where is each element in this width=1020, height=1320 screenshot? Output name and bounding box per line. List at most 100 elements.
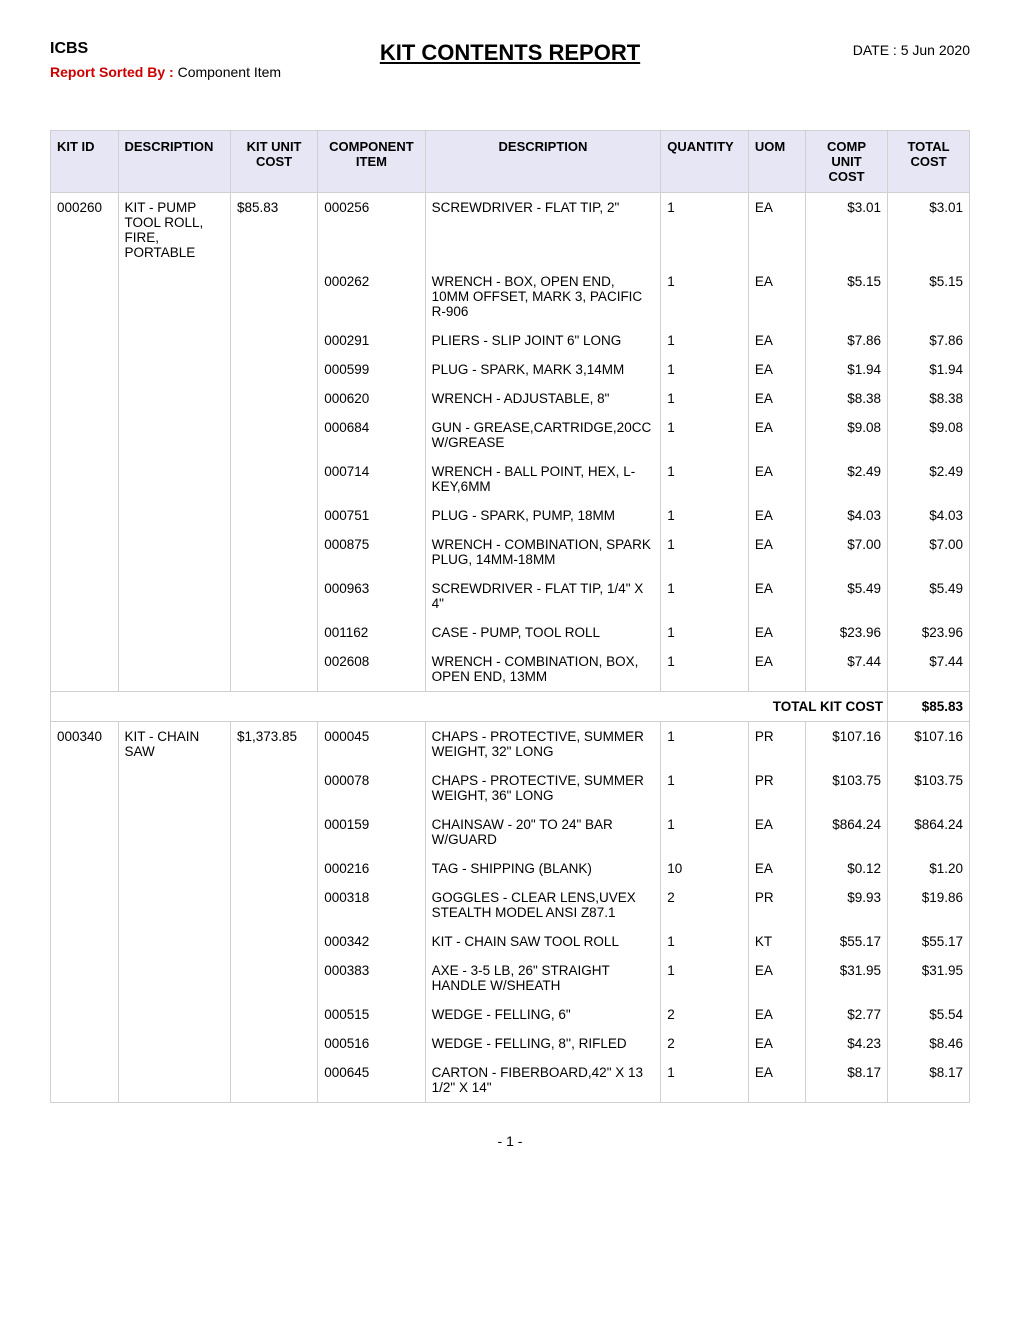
cell-comp-desc: WRENCH - COMBINATION, BOX, OPEN END, 13M… <box>425 647 661 692</box>
cell-unit-cost: $2.77 <box>806 1000 888 1029</box>
table-row: 000516WEDGE - FELLING, 8'', RIFLED2EA$4.… <box>51 1029 970 1058</box>
cell-kit-desc <box>118 766 230 810</box>
cell-comp-item: 000620 <box>318 384 425 413</box>
table-row: 000340KIT - CHAIN SAW$1,373.85000045CHAP… <box>51 722 970 767</box>
table-row: 000216TAG - SHIPPING (BLANK)10EA$0.12$1.… <box>51 854 970 883</box>
kit-total-row: TOTAL KIT COST$85.83 <box>51 692 970 722</box>
report-header: ICBS KIT CONTENTS REPORT DATE : 5 Jun 20… <box>50 40 970 80</box>
cell-qty: 1 <box>661 766 749 810</box>
cell-kit-cost <box>230 956 317 1000</box>
cell-kit-id <box>51 883 119 927</box>
cell-kit-desc <box>118 956 230 1000</box>
cell-uom: PR <box>748 722 805 767</box>
cell-total: $8.46 <box>888 1029 970 1058</box>
cell-kit-cost <box>230 355 317 384</box>
cell-unit-cost: $55.17 <box>806 927 888 956</box>
cell-kit-desc <box>118 854 230 883</box>
cell-qty: 2 <box>661 1029 749 1058</box>
report-date: DATE : 5 Jun 2020 <box>853 42 970 58</box>
cell-comp-desc: PLUG - SPARK, PUMP, 18MM <box>425 501 661 530</box>
cell-kit-id <box>51 501 119 530</box>
cell-kit-desc <box>118 618 230 647</box>
table-row: 000159CHAINSAW - 20" TO 24" BAR W/GUARD1… <box>51 810 970 854</box>
cell-kit-id <box>51 355 119 384</box>
cell-comp-item: 000751 <box>318 501 425 530</box>
cell-kit-cost <box>230 501 317 530</box>
col-kit-cost: KIT UNIT COST <box>230 131 317 193</box>
cell-qty: 1 <box>661 413 749 457</box>
cell-qty: 1 <box>661 193 749 268</box>
cell-comp-desc: WRENCH - BALL POINT, HEX, L-KEY,6MM <box>425 457 661 501</box>
cell-comp-item: 000262 <box>318 267 425 326</box>
cell-qty: 1 <box>661 530 749 574</box>
cell-kit-id <box>51 384 119 413</box>
cell-total: $3.01 <box>888 193 970 268</box>
cell-unit-cost: $7.44 <box>806 647 888 692</box>
cell-kit-id <box>51 854 119 883</box>
cell-unit-cost: $8.38 <box>806 384 888 413</box>
cell-qty: 2 <box>661 883 749 927</box>
cell-kit-cost: $85.83 <box>230 193 317 268</box>
cell-unit-cost: $4.23 <box>806 1029 888 1058</box>
cell-kit-id <box>51 810 119 854</box>
col-unit-cost: COMP UNIT COST <box>806 131 888 193</box>
cell-kit-desc <box>118 810 230 854</box>
cell-kit-cost <box>230 457 317 501</box>
cell-comp-item: 000291 <box>318 326 425 355</box>
cell-kit-desc <box>118 1029 230 1058</box>
table-row: 000751PLUG - SPARK, PUMP, 18MM1EA$4.03$4… <box>51 501 970 530</box>
sort-info: Report Sorted By : Component Item <box>50 64 970 80</box>
col-uom: UOM <box>748 131 805 193</box>
cell-kit-desc: KIT - PUMP TOOL ROLL, FIRE, PORTABLE <box>118 193 230 268</box>
table-row: 000714WRENCH - BALL POINT, HEX, L-KEY,6M… <box>51 457 970 501</box>
cell-kit-id <box>51 530 119 574</box>
cell-kit-id <box>51 1029 119 1058</box>
cell-kit-desc <box>118 883 230 927</box>
cell-comp-desc: CASE - PUMP, TOOL ROLL <box>425 618 661 647</box>
cell-kit-cost <box>230 574 317 618</box>
cell-unit-cost: $2.49 <box>806 457 888 501</box>
table-row: 000515WEDGE - FELLING, 6"2EA$2.77$5.54 <box>51 1000 970 1029</box>
cell-unit-cost: $5.49 <box>806 574 888 618</box>
cell-total: $1.94 <box>888 355 970 384</box>
cell-total: $2.49 <box>888 457 970 501</box>
cell-uom: EA <box>748 574 805 618</box>
cell-unit-cost: $23.96 <box>806 618 888 647</box>
cell-uom: EA <box>748 956 805 1000</box>
cell-comp-item: 000714 <box>318 457 425 501</box>
cell-kit-cost <box>230 384 317 413</box>
cell-comp-desc: SCREWDRIVER - FLAT TIP, 2" <box>425 193 661 268</box>
cell-kit-id <box>51 574 119 618</box>
cell-comp-desc: PLUG - SPARK, MARK 3,14MM <box>425 355 661 384</box>
cell-kit-desc <box>118 384 230 413</box>
cell-comp-desc: CHAPS - PROTECTIVE, SUMMER WEIGHT, 36" L… <box>425 766 661 810</box>
cell-uom: EA <box>748 530 805 574</box>
cell-qty: 1 <box>661 267 749 326</box>
col-comp-item: COMPONENT ITEM <box>318 131 425 193</box>
cell-unit-cost: $107.16 <box>806 722 888 767</box>
cell-qty: 1 <box>661 722 749 767</box>
cell-kit-desc <box>118 1058 230 1103</box>
cell-uom: EA <box>748 267 805 326</box>
cell-total: $5.54 <box>888 1000 970 1029</box>
cell-qty: 1 <box>661 457 749 501</box>
cell-kit-id <box>51 413 119 457</box>
cell-uom: EA <box>748 1058 805 1103</box>
cell-comp-desc: WRENCH - COMBINATION, SPARK PLUG, 14MM-1… <box>425 530 661 574</box>
cell-kit-cost <box>230 647 317 692</box>
cell-kit-id <box>51 618 119 647</box>
cell-comp-item: 000963 <box>318 574 425 618</box>
cell-unit-cost: $8.17 <box>806 1058 888 1103</box>
cell-comp-item: 000216 <box>318 854 425 883</box>
total-kit-cost-value: $85.83 <box>888 692 970 722</box>
col-kit-desc: DESCRIPTION <box>118 131 230 193</box>
cell-kit-desc <box>118 530 230 574</box>
table-row: 000260KIT - PUMP TOOL ROLL, FIRE, PORTAB… <box>51 193 970 268</box>
cell-uom: EA <box>748 647 805 692</box>
cell-kit-desc <box>118 574 230 618</box>
cell-unit-cost: $31.95 <box>806 956 888 1000</box>
cell-uom: EA <box>748 384 805 413</box>
table-row: 000875WRENCH - COMBINATION, SPARK PLUG, … <box>51 530 970 574</box>
cell-qty: 1 <box>661 618 749 647</box>
cell-unit-cost: $7.00 <box>806 530 888 574</box>
